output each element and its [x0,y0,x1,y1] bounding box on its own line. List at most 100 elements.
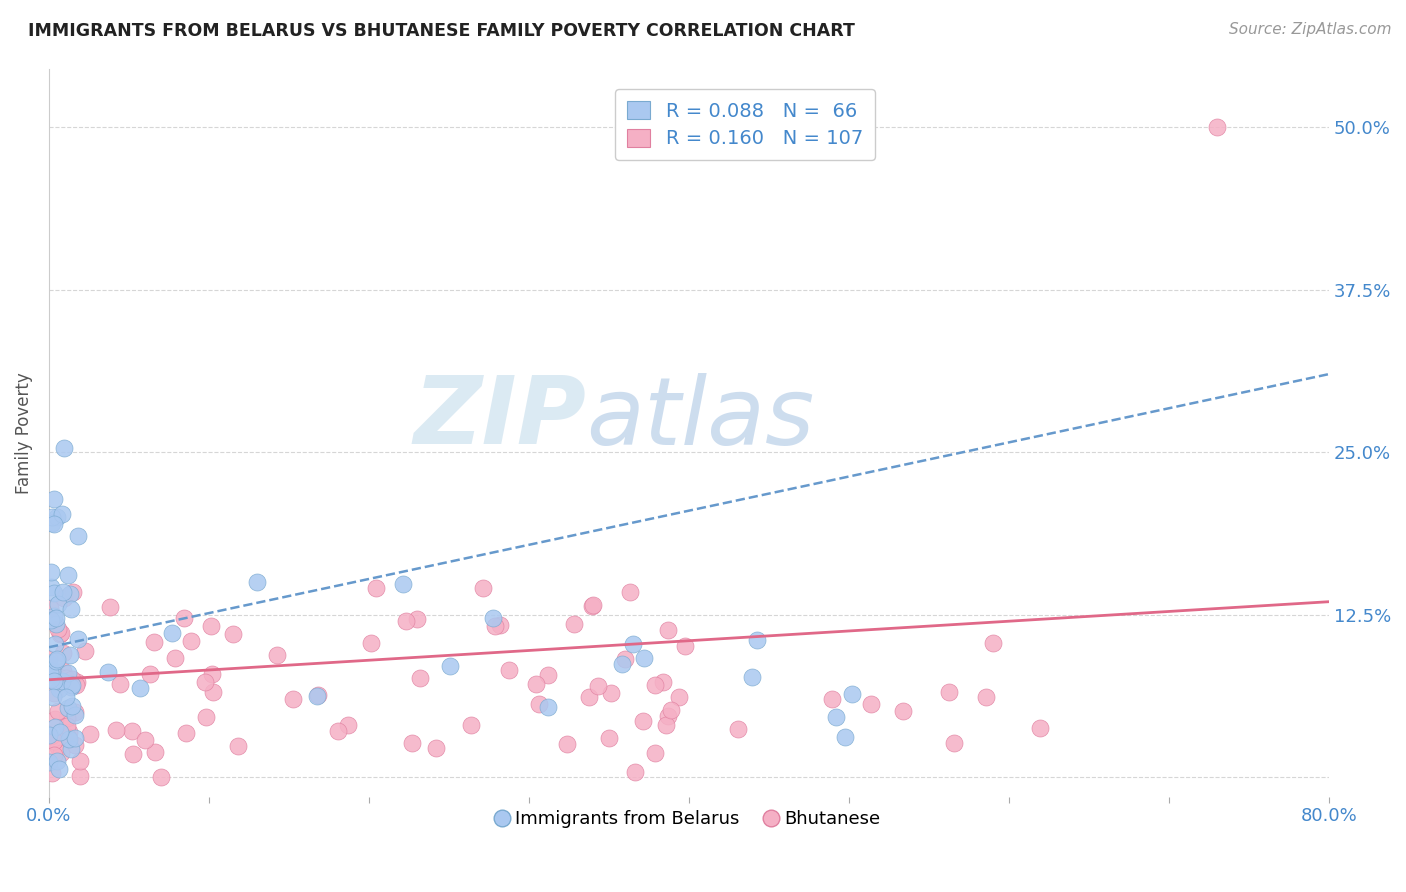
Point [55,690,77,704]
Point [307,688,329,702]
Point [65,708,87,723]
Point [108,677,131,691]
Point [79,727,101,741]
Point [366,581,388,595]
Point [53,591,76,605]
Point [65,678,87,692]
Point [484,619,506,633]
Text: IMMIGRANTS FROM BELARUS VS BHUTANESE FAMILY POVERTY CORRELATION CHART: IMMIGRANTS FROM BELARUS VS BHUTANESE FAM… [28,22,855,40]
Point [644,678,666,692]
Point [98,599,121,614]
Point [45,754,67,768]
Point [537,667,560,681]
Point [727,722,749,736]
Point [66,632,89,647]
Text: Source: ZipAtlas.com: Source: ZipAtlas.com [1229,22,1392,37]
Point [163,651,186,665]
Point [588,679,610,693]
Point [439,659,461,673]
Point [52,585,75,599]
Point [42,686,65,700]
Point [652,675,675,690]
Point [53,441,76,455]
Point [195,710,218,724]
Point [405,612,427,626]
Point [49,746,72,760]
Point [59,587,82,601]
Point [633,650,655,665]
Point [821,691,844,706]
Point [599,686,621,700]
Point [60,672,83,686]
Point [471,581,494,595]
Y-axis label: Family Poverty: Family Poverty [15,372,32,493]
Point [44,637,66,651]
Point [59,681,82,695]
Point [226,739,249,753]
Point [46,652,69,666]
Point [673,639,696,653]
Point [60,678,83,692]
Point [1205,120,1227,134]
Point [69,754,91,768]
Point [45,616,67,631]
Point [48,763,70,777]
Point [460,718,482,732]
Point [266,648,288,663]
Point [41,766,63,780]
Point [39,566,62,580]
Point [336,718,359,732]
Point [59,602,82,616]
Point [44,491,66,506]
Point [56,719,79,733]
Point [524,677,547,691]
Legend: Immigrants from Belarus, Bhutanese: Immigrants from Belarus, Bhutanese [489,803,889,835]
Point [55,711,77,725]
Point [621,637,644,651]
Point [63,731,86,745]
Point [42,734,65,748]
Point [41,729,63,743]
Point [581,599,603,613]
Point [62,585,84,599]
Point [39,613,62,627]
Point [56,730,79,744]
Point [425,740,447,755]
Point [121,723,143,738]
Point [173,611,195,625]
Point [834,731,856,745]
Point [56,666,79,681]
Point [143,745,166,759]
Point [631,714,654,729]
Point [48,670,70,684]
Point [598,731,620,745]
Point [60,698,83,713]
Point [44,748,66,763]
Point [623,764,645,779]
Point [52,665,75,679]
Point [44,586,66,600]
Point [657,709,679,723]
Point [45,654,67,668]
Point [360,636,382,650]
Point [60,742,83,756]
Point [174,726,197,740]
Text: ZIP: ZIP [413,372,586,464]
Point [44,673,66,688]
Point [943,736,966,750]
Point [860,697,883,711]
Point [58,731,80,746]
Point [149,770,172,784]
Point [105,723,128,738]
Point [49,627,72,641]
Point [143,635,166,649]
Point [42,516,65,531]
Point [202,685,225,699]
Point [97,665,120,679]
Point [657,623,679,637]
Point [51,508,73,522]
Point [48,725,70,739]
Point [529,698,551,712]
Point [134,732,156,747]
Point [52,646,75,660]
